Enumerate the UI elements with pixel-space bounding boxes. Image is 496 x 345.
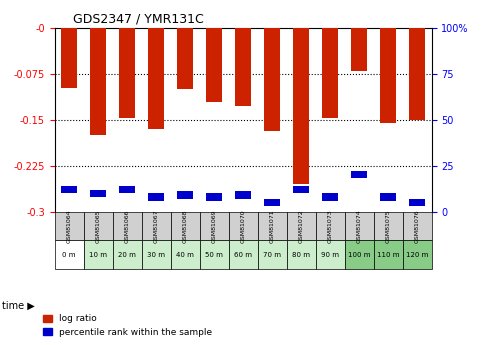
Bar bbox=[229, 211, 257, 240]
Text: 110 m: 110 m bbox=[377, 252, 399, 258]
Text: GSM81070: GSM81070 bbox=[241, 209, 246, 243]
Text: time ▶: time ▶ bbox=[2, 300, 35, 310]
Bar bbox=[199, 240, 229, 269]
Bar bbox=[61, 28, 77, 88]
Bar bbox=[206, 28, 222, 102]
Bar bbox=[55, 211, 83, 240]
Bar bbox=[293, 186, 309, 193]
Bar bbox=[83, 240, 113, 269]
Text: GSM81067: GSM81067 bbox=[154, 209, 159, 243]
Bar bbox=[171, 211, 199, 240]
Bar bbox=[113, 240, 141, 269]
Bar bbox=[380, 28, 396, 123]
Bar bbox=[293, 28, 309, 184]
Bar bbox=[380, 193, 396, 200]
Bar bbox=[90, 28, 106, 135]
Text: GDS2347 / YMR131C: GDS2347 / YMR131C bbox=[73, 12, 204, 25]
Text: 50 m: 50 m bbox=[205, 252, 223, 258]
Bar bbox=[345, 240, 373, 269]
Text: GSM81076: GSM81076 bbox=[415, 209, 420, 243]
Text: 30 m: 30 m bbox=[147, 252, 165, 258]
Bar bbox=[257, 211, 287, 240]
Bar bbox=[345, 211, 373, 240]
Bar bbox=[141, 211, 171, 240]
Bar bbox=[199, 211, 229, 240]
Text: GSM81064: GSM81064 bbox=[66, 209, 71, 243]
Bar bbox=[235, 28, 251, 106]
Bar bbox=[287, 211, 315, 240]
Text: 70 m: 70 m bbox=[263, 252, 281, 258]
Text: GSM81071: GSM81071 bbox=[269, 209, 275, 243]
Bar bbox=[409, 199, 425, 206]
Text: GSM81068: GSM81068 bbox=[183, 209, 187, 243]
Text: GSM81066: GSM81066 bbox=[124, 209, 129, 243]
Bar bbox=[119, 28, 135, 118]
Bar bbox=[257, 240, 287, 269]
Text: GSM81075: GSM81075 bbox=[385, 209, 390, 243]
Bar bbox=[264, 28, 280, 131]
Bar bbox=[90, 189, 106, 197]
Text: 20 m: 20 m bbox=[118, 252, 136, 258]
Bar bbox=[322, 28, 338, 118]
Bar bbox=[351, 171, 367, 178]
Text: GSM81073: GSM81073 bbox=[327, 209, 332, 243]
Bar bbox=[373, 240, 403, 269]
Bar bbox=[409, 28, 425, 120]
Text: GSM81072: GSM81072 bbox=[299, 209, 304, 243]
Legend: log ratio, percentile rank within the sample: log ratio, percentile rank within the sa… bbox=[39, 311, 216, 341]
Bar bbox=[113, 211, 141, 240]
Bar bbox=[322, 193, 338, 200]
Bar bbox=[315, 240, 345, 269]
Bar bbox=[83, 211, 113, 240]
Text: 100 m: 100 m bbox=[348, 252, 371, 258]
Bar bbox=[206, 193, 222, 200]
Bar bbox=[177, 28, 193, 89]
Bar bbox=[287, 240, 315, 269]
Bar bbox=[373, 211, 403, 240]
Bar bbox=[61, 186, 77, 193]
Bar bbox=[171, 240, 199, 269]
Bar bbox=[148, 193, 164, 200]
Bar bbox=[148, 28, 164, 129]
Bar bbox=[351, 28, 367, 70]
Text: GSM81074: GSM81074 bbox=[357, 209, 362, 243]
Text: 40 m: 40 m bbox=[176, 252, 194, 258]
Bar bbox=[264, 199, 280, 206]
Bar bbox=[55, 240, 83, 269]
Text: 80 m: 80 m bbox=[292, 252, 310, 258]
Text: 60 m: 60 m bbox=[234, 252, 252, 258]
Text: GSM81065: GSM81065 bbox=[96, 209, 101, 243]
Bar bbox=[229, 240, 257, 269]
Text: 90 m: 90 m bbox=[321, 252, 339, 258]
Bar bbox=[119, 186, 135, 193]
Bar bbox=[403, 240, 432, 269]
Text: 120 m: 120 m bbox=[406, 252, 428, 258]
Bar bbox=[141, 240, 171, 269]
Bar bbox=[177, 191, 193, 199]
Text: 0 m: 0 m bbox=[62, 252, 76, 258]
Bar bbox=[235, 191, 251, 199]
Bar bbox=[315, 211, 345, 240]
Text: 10 m: 10 m bbox=[89, 252, 107, 258]
Text: GSM81069: GSM81069 bbox=[211, 209, 217, 243]
Bar bbox=[403, 211, 432, 240]
